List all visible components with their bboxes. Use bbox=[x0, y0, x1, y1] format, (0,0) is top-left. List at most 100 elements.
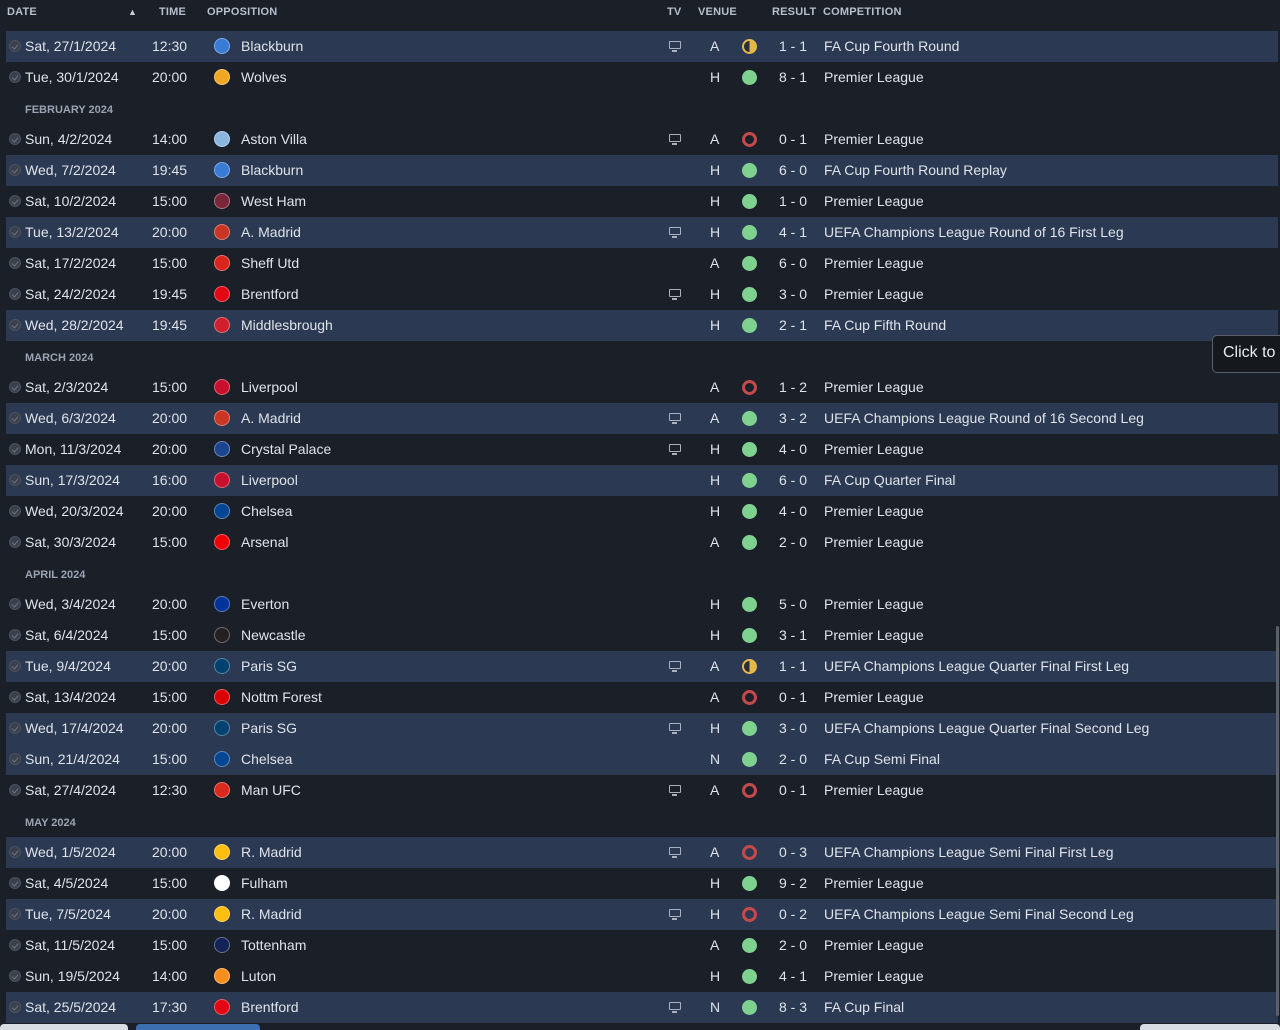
club-crest-icon[interactable] bbox=[214, 658, 230, 674]
fixture-row[interactable]: Wed, 3/4/2024 20:00 Everton H 5 - 0 Premier L… bbox=[6, 589, 1278, 620]
fixture-row[interactable]: Sun, 4/2/2024 14:00 Aston Villa A 0 - 1 Premi… bbox=[6, 124, 1278, 155]
fixture-row[interactable]: Sun, 21/4/2024 15:00 Chelsea N 2 - 0 FA Cup S… bbox=[6, 744, 1278, 775]
header-competition[interactable]: COMPETITION bbox=[823, 6, 902, 18]
fixture-row[interactable]: Tue, 9/4/2024 20:00 Paris SG A 1 - 1 UEFA Cha… bbox=[6, 651, 1278, 682]
fixture-score[interactable]: 5 - 0 bbox=[779, 596, 808, 612]
competition-link[interactable]: Premier League bbox=[824, 968, 924, 984]
competition-link[interactable]: UEFA Champions League Round of 16 First … bbox=[824, 224, 1124, 240]
check-icon[interactable] bbox=[9, 753, 21, 765]
fixture-row[interactable]: Wed, 6/3/2024 20:00 A. Madrid A 3 - 2 UEFA Ch… bbox=[6, 403, 1278, 434]
fixture-score[interactable]: 3 - 2 bbox=[779, 410, 808, 426]
fixture-score[interactable]: 3 - 1 bbox=[779, 627, 808, 643]
fixture-score[interactable]: 1 - 1 bbox=[779, 38, 808, 54]
check-icon[interactable] bbox=[9, 877, 21, 889]
club-crest-icon[interactable] bbox=[214, 162, 230, 178]
opposition-link[interactable]: Liverpool bbox=[241, 379, 298, 395]
fixture-row[interactable]: Wed, 28/2/2024 19:45 Middlesbrough H 2 - 1 FA… bbox=[6, 310, 1278, 341]
club-crest-icon[interactable] bbox=[214, 503, 230, 519]
club-crest-icon[interactable] bbox=[214, 286, 230, 302]
opposition-link[interactable]: Brentford bbox=[241, 286, 299, 302]
fixture-score[interactable]: 4 - 1 bbox=[779, 968, 808, 984]
opposition-link[interactable]: Brentford bbox=[241, 999, 299, 1015]
opposition-link[interactable]: Blackburn bbox=[241, 38, 304, 54]
club-crest-icon[interactable] bbox=[214, 255, 230, 271]
check-icon[interactable] bbox=[9, 195, 21, 207]
fixture-row[interactable]: Wed, 17/4/2024 20:00 Paris SG H 3 - 0 UEFA Ch… bbox=[6, 713, 1278, 744]
club-crest-icon[interactable] bbox=[214, 968, 230, 984]
fixture-score[interactable]: 1 - 1 bbox=[779, 658, 808, 674]
club-crest-icon[interactable] bbox=[214, 224, 230, 240]
competition-link[interactable]: FA Cup Fifth Round bbox=[824, 317, 947, 333]
fixture-score[interactable]: 1 - 2 bbox=[779, 379, 808, 395]
club-crest-icon[interactable] bbox=[214, 937, 230, 953]
fixture-row[interactable]: Tue, 30/1/2024 20:00 Wolves H 8 - 1 Premier L… bbox=[6, 62, 1278, 93]
check-icon[interactable] bbox=[9, 443, 21, 455]
opposition-link[interactable]: Nottm Forest bbox=[241, 689, 322, 705]
competition-link[interactable]: Premier League bbox=[824, 689, 924, 705]
competition-link[interactable]: UEFA Champions League Quarter Final Firs… bbox=[824, 658, 1130, 674]
competition-link[interactable]: Premier League bbox=[824, 193, 924, 209]
fixture-score[interactable]: 2 - 0 bbox=[779, 751, 808, 767]
club-crest-icon[interactable] bbox=[214, 782, 230, 798]
fixture-score[interactable]: 8 - 3 bbox=[779, 999, 808, 1015]
fixture-row[interactable]: Sat, 6/4/2024 15:00 Newcastle H 3 - 1 Premier… bbox=[6, 620, 1278, 651]
check-icon[interactable] bbox=[9, 629, 21, 641]
competition-link[interactable]: Premier League bbox=[824, 255, 924, 271]
competition-link[interactable]: Premier League bbox=[824, 379, 924, 395]
check-icon[interactable] bbox=[9, 691, 21, 703]
club-crest-icon[interactable] bbox=[214, 379, 230, 395]
header-tv[interactable]: TV bbox=[667, 6, 682, 18]
fixture-score[interactable]: 3 - 0 bbox=[779, 720, 808, 736]
competition-link[interactable]: Premier League bbox=[824, 441, 924, 457]
opposition-link[interactable]: Sheff Utd bbox=[241, 255, 300, 271]
bottom-tab[interactable] bbox=[136, 1024, 260, 1030]
check-icon[interactable] bbox=[9, 846, 21, 858]
opposition-link[interactable]: R. Madrid bbox=[241, 906, 302, 922]
check-icon[interactable] bbox=[9, 505, 21, 517]
competition-link[interactable]: UEFA Champions League Semi Final Second … bbox=[824, 906, 1134, 922]
competition-link[interactable]: Premier League bbox=[824, 69, 924, 85]
club-crest-icon[interactable] bbox=[214, 875, 230, 891]
fixture-row[interactable]: Sat, 4/5/2024 15:00 Fulham H 9 - 2 Premier Le… bbox=[6, 868, 1278, 899]
check-icon[interactable] bbox=[9, 288, 21, 300]
fixture-score[interactable]: 2 - 0 bbox=[779, 937, 808, 953]
opposition-link[interactable]: Man UFC bbox=[241, 782, 301, 798]
fixture-score[interactable]: 2 - 1 bbox=[779, 317, 808, 333]
club-crest-icon[interactable] bbox=[214, 131, 230, 147]
check-icon[interactable] bbox=[9, 660, 21, 672]
fixture-row[interactable]: Wed, 1/5/2024 20:00 R. Madrid A 0 - 3 UEFA Ch… bbox=[6, 837, 1278, 868]
fixture-row[interactable]: Wed, 7/2/2024 19:45 Blackburn H 6 - 0 FA Cup … bbox=[6, 155, 1278, 186]
check-icon[interactable] bbox=[9, 784, 21, 796]
competition-link[interactable]: Premier League bbox=[824, 937, 924, 953]
fixture-row[interactable]: Sat, 27/4/2024 12:30 Man UFC A 0 - 1 Premier … bbox=[6, 775, 1278, 806]
competition-link[interactable]: FA Cup Fourth Round bbox=[824, 38, 960, 54]
competition-link[interactable]: Premier League bbox=[824, 131, 924, 147]
opposition-link[interactable]: A. Madrid bbox=[241, 224, 301, 240]
fixture-row[interactable]: Mon, 11/3/2024 20:00 Crystal Palace H 4 - 0 P… bbox=[6, 434, 1278, 465]
opposition-link[interactable]: Fulham bbox=[241, 875, 288, 891]
check-icon[interactable] bbox=[9, 164, 21, 176]
opposition-link[interactable]: Luton bbox=[241, 968, 277, 984]
competition-link[interactable]: Premier League bbox=[824, 596, 924, 612]
club-crest-icon[interactable] bbox=[214, 627, 230, 643]
check-icon[interactable] bbox=[9, 226, 21, 238]
club-crest-icon[interactable] bbox=[214, 193, 230, 209]
club-crest-icon[interactable] bbox=[214, 999, 230, 1015]
fixture-score[interactable]: 0 - 3 bbox=[779, 844, 808, 860]
header-result[interactable]: RESULT bbox=[772, 6, 817, 18]
header-opposition[interactable]: OPPOSITION bbox=[207, 6, 278, 18]
competition-link[interactable]: Premier League bbox=[824, 782, 924, 798]
club-crest-icon[interactable] bbox=[214, 906, 230, 922]
sort-ascending-icon[interactable]: ▲ bbox=[128, 7, 138, 17]
fixture-row[interactable]: Sat, 13/4/2024 15:00 Nottm Forest A 0 - 1 Pre… bbox=[6, 682, 1278, 713]
fixture-row[interactable]: Sun, 17/3/2024 16:00 Liverpool H 6 - 0 FA Cup… bbox=[6, 465, 1278, 496]
fixture-score[interactable]: 6 - 0 bbox=[779, 472, 808, 488]
club-crest-icon[interactable] bbox=[214, 720, 230, 736]
fixture-score[interactable]: 0 - 1 bbox=[779, 689, 808, 705]
fixture-row[interactable]: Sat, 11/5/2024 15:00 Tottenham A 2 - 0 Premie… bbox=[6, 930, 1278, 961]
bottom-tab[interactable] bbox=[0, 1024, 128, 1030]
check-icon[interactable] bbox=[9, 1001, 21, 1013]
opposition-link[interactable]: Aston Villa bbox=[241, 131, 307, 147]
club-crest-icon[interactable] bbox=[214, 472, 230, 488]
club-crest-icon[interactable] bbox=[214, 441, 230, 457]
